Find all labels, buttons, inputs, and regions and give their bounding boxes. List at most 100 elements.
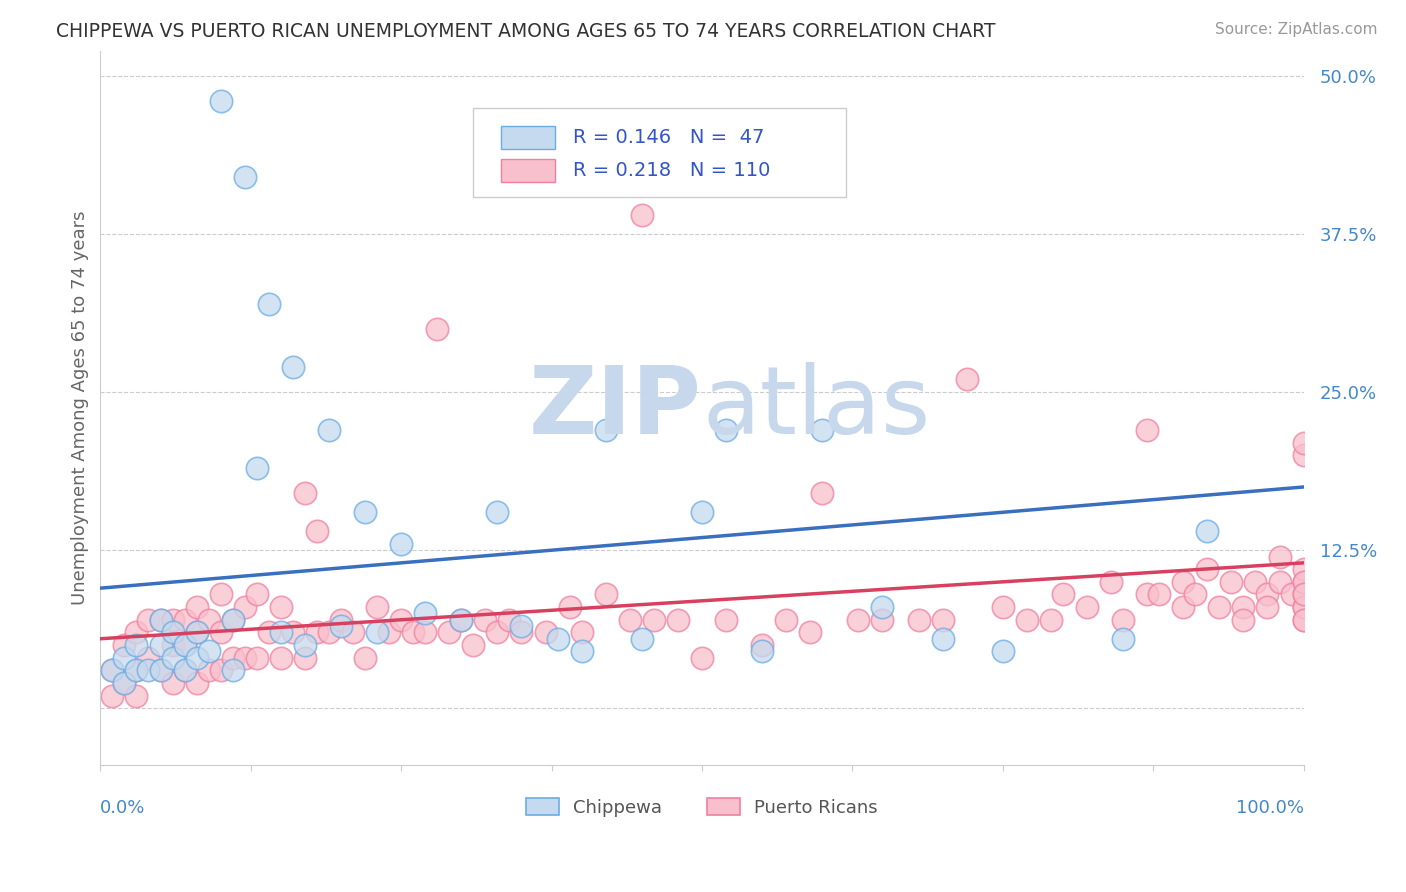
Text: R = 0.218   N = 110: R = 0.218 N = 110 [574,161,770,180]
Point [690,505,713,519]
Point [173,664,195,678]
Point [413,607,436,621]
Point [690,650,713,665]
Legend: Chippewa, Puerto Ricans: Chippewa, Puerto Ricans [526,798,877,817]
Point [486,625,509,640]
Point [101,664,124,678]
Point [294,650,316,665]
Point [125,664,148,678]
Point [270,650,292,665]
Text: CHIPPEWA VS PUERTO RICAN UNEMPLOYMENT AMONG AGES 65 TO 74 YEARS CORRELATION CHAR: CHIPPEWA VS PUERTO RICAN UNEMPLOYMENT AM… [56,22,995,41]
Point [186,625,208,640]
Point [1256,600,1278,615]
Point [294,638,316,652]
Point [246,650,269,665]
Point [1197,562,1219,576]
Point [270,600,292,615]
Point [1292,562,1315,576]
Point [956,372,979,386]
Point [630,208,652,222]
Point [112,676,135,690]
Point [186,676,208,690]
Point [209,587,232,601]
Point [197,613,219,627]
Point [1208,600,1230,615]
Point [149,664,172,678]
Point [510,619,533,633]
Point [173,638,195,652]
Point [1292,435,1315,450]
Point [1052,587,1074,601]
Point [571,625,593,640]
Point [1147,587,1170,601]
Point [209,95,232,109]
Point [1292,600,1315,615]
Point [162,613,184,627]
Point [714,613,737,627]
Point [186,625,208,640]
Point [439,625,461,640]
Point [281,359,304,374]
Point [1281,587,1303,601]
Point [402,625,425,640]
Point [751,644,773,658]
Point [1292,574,1315,589]
Point [907,613,929,627]
Point [173,613,195,627]
Point [474,613,496,627]
Point [233,650,256,665]
Point [1292,600,1315,615]
Point [305,625,328,640]
Point [872,600,894,615]
Point [775,613,797,627]
Point [233,600,256,615]
Point [149,613,172,627]
Point [1232,613,1254,627]
Point [197,644,219,658]
Point [1184,587,1206,601]
Point [1292,587,1315,601]
Point [1039,613,1062,627]
Point [450,613,472,627]
Text: Source: ZipAtlas.com: Source: ZipAtlas.com [1215,22,1378,37]
Point [101,664,124,678]
Point [173,664,195,678]
Point [342,625,364,640]
Point [209,664,232,678]
Point [222,650,245,665]
Point [257,296,280,310]
Point [101,689,124,703]
Point [1136,423,1159,437]
Point [1232,600,1254,615]
Point [112,638,135,652]
Point [931,632,953,646]
Point [1173,600,1195,615]
Point [811,486,834,500]
Point [571,644,593,658]
Point [173,638,195,652]
Point [270,625,292,640]
Point [125,664,148,678]
Point [595,423,617,437]
Text: 100.0%: 100.0% [1236,799,1303,817]
Text: atlas: atlas [702,362,931,454]
Point [1173,574,1195,589]
Point [1268,574,1291,589]
Point [498,613,520,627]
FancyBboxPatch shape [501,126,555,149]
Point [1197,524,1219,539]
Point [1292,613,1315,627]
Point [222,613,245,627]
Point [450,613,472,627]
Point [1292,613,1315,627]
Point [848,613,870,627]
Point [257,625,280,640]
Point [1292,449,1315,463]
Point [1112,632,1135,646]
Point [1099,574,1122,589]
Point [547,632,569,646]
Point [149,664,172,678]
Point [991,644,1014,658]
Point [413,625,436,640]
Point [294,486,316,500]
